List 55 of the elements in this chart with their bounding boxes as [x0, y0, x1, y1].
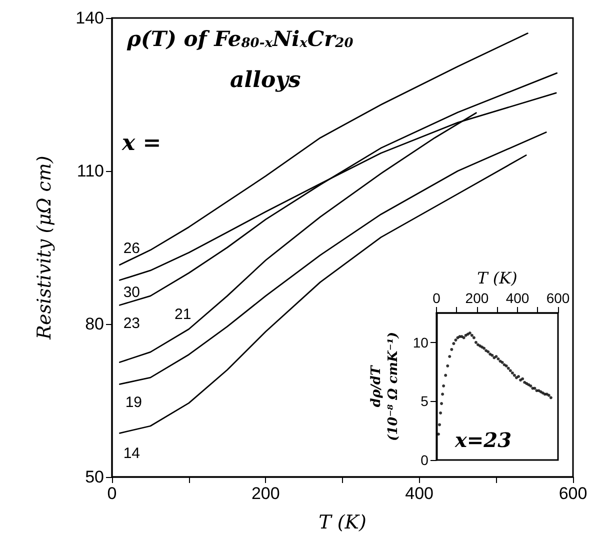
point [496, 357, 500, 360]
series-label: 21 [174, 306, 192, 324]
point [444, 374, 448, 377]
x-tick-label: 200 [465, 290, 489, 306]
x-tick-label: 600 [546, 290, 570, 306]
point [446, 364, 450, 368]
x-tick-label: 600 [558, 484, 588, 503]
series-label: 19 [125, 394, 142, 412]
point [442, 384, 446, 388]
point [474, 340, 478, 344]
y-axis-title: dρ/dT (10⁻⁸ Ω cmK⁻¹) [369, 332, 401, 442]
x-tick-label: 400 [506, 290, 530, 306]
point [439, 411, 442, 414]
chart-title: ρ(T) of Fe80-xNixCr20 [126, 26, 354, 51]
text: alloys [230, 67, 301, 93]
y-tick-label: 50 [85, 468, 104, 486]
point [450, 348, 454, 351]
y-tick-label: 5 [420, 393, 429, 410]
point [484, 349, 488, 352]
point [441, 392, 444, 396]
point [437, 432, 440, 436]
point [521, 377, 524, 380]
point [508, 369, 512, 372]
y-tick-label: 140 [76, 8, 104, 28]
series-label: 30 [123, 284, 140, 302]
point [510, 371, 514, 374]
annotation: x=23 [454, 428, 512, 452]
point [452, 342, 456, 346]
x-tick-label: 0 [432, 290, 441, 306]
point [454, 338, 458, 342]
point [486, 350, 490, 354]
point [549, 396, 552, 400]
annotation: x = [121, 130, 162, 156]
point [470, 334, 474, 337]
series-label: 23 [123, 315, 140, 332]
y-tick-label: 0 [420, 452, 429, 468]
y-axis-title: Resistivity (μΩ cm) [34, 156, 56, 340]
series-label: 26 [123, 240, 140, 257]
y-tick-label: 10 [412, 334, 429, 350]
point [448, 355, 452, 358]
point [440, 402, 444, 406]
point [517, 375, 520, 378]
y-tick-label: 80 [85, 314, 104, 334]
y-tick-label: 110 [76, 162, 104, 180]
x-axis-title: T (K) [477, 268, 518, 288]
point [519, 378, 522, 382]
x-axis-title: T (K) [318, 512, 366, 534]
series-label: 14 [123, 445, 140, 462]
point [472, 336, 476, 340]
x-tick-label: 0 [107, 484, 117, 503]
x-tick-label: 400 [405, 484, 434, 503]
x-tick-label: 200 [251, 484, 280, 503]
point [438, 423, 442, 426]
point [512, 374, 516, 377]
point [506, 366, 510, 370]
